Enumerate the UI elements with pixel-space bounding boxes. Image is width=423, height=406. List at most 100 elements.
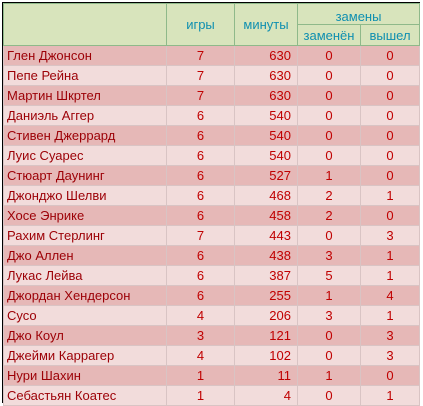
- subbed-off-cell: 0: [297, 345, 361, 366]
- player-name-cell: Джейми Каррагер: [3, 345, 167, 366]
- games-cell: 7: [166, 225, 235, 246]
- subbed-on-cell: 1: [359, 305, 421, 326]
- table-row: Хосе Энрике 6 458 2 0: [3, 205, 421, 226]
- table-row: Стюарт Даунинг 6 527 1 0: [3, 165, 421, 186]
- games-cell: 7: [166, 85, 235, 106]
- subbed-off-cell: 0: [297, 105, 361, 126]
- minutes-cell: 468: [234, 185, 298, 206]
- games-cell: 1: [166, 365, 235, 386]
- player-name-cell: Хосе Энрике: [3, 205, 167, 226]
- table-row: Стивен Джеррард 6 540 0 0: [3, 125, 421, 146]
- games-cell: 1: [166, 385, 235, 406]
- player-name-cell: Джо Аллен: [3, 245, 167, 266]
- header-games: игры: [166, 3, 235, 46]
- subbed-off-cell: 0: [297, 145, 361, 166]
- subbed-off-cell: 0: [297, 325, 361, 346]
- minutes-cell: 540: [234, 105, 298, 126]
- header-substitutions: замены: [296, 3, 421, 25]
- player-name-cell: Стивен Джеррард: [3, 125, 167, 146]
- player-name-cell: Пепе Рейна: [3, 65, 167, 86]
- table-row: Лукас Лейва 6 387 5 1: [3, 265, 421, 286]
- table-row: Мартин Шкртел 7 630 0 0: [3, 85, 421, 106]
- minutes-cell: 255: [234, 285, 298, 306]
- subbed-on-cell: 4: [359, 285, 421, 306]
- subbed-off-cell: 0: [297, 385, 361, 406]
- minutes-cell: 540: [234, 125, 298, 146]
- subbed-on-cell: 0: [359, 105, 421, 126]
- player-name-cell: Сусо: [3, 305, 167, 326]
- games-cell: 6: [166, 265, 235, 286]
- table-row: Рахим Стерлинг 7 443 0 3: [3, 225, 421, 246]
- player-name-cell: Себастьян Коатес: [3, 385, 167, 406]
- subbed-on-cell: 1: [359, 185, 421, 206]
- subbed-on-cell: 0: [359, 205, 421, 226]
- subbed-on-cell: 0: [359, 365, 421, 386]
- player-name-cell: Глен Джонсон: [3, 45, 167, 66]
- subbed-off-cell: 3: [297, 305, 361, 326]
- games-cell: 4: [166, 345, 235, 366]
- minutes-cell: 540: [234, 145, 298, 166]
- games-cell: 6: [166, 205, 235, 226]
- subbed-off-cell: 5: [297, 265, 361, 286]
- table-header: игры минуты замены заменён вышел: [3, 3, 421, 46]
- subbed-on-cell: 0: [359, 125, 421, 146]
- games-cell: 7: [166, 65, 235, 86]
- subbed-off-cell: 1: [297, 365, 361, 386]
- subbed-off-cell: 0: [297, 45, 361, 66]
- table-row: Нури Шахин 1 11 1 0: [3, 365, 421, 386]
- games-cell: 6: [166, 285, 235, 306]
- player-name-cell: Стюарт Даунинг: [3, 165, 167, 186]
- player-name-cell: Джо Коул: [3, 325, 167, 346]
- minutes-cell: 4: [234, 385, 298, 406]
- table-row: Джонджо Шелви 6 468 2 1: [3, 185, 421, 206]
- player-stats-table: игры минуты замены заменён вышел Глен Дж…: [3, 3, 421, 406]
- header-subbed-off: заменён: [297, 24, 361, 46]
- minutes-cell: 11: [234, 365, 298, 386]
- minutes-cell: 121: [234, 325, 298, 346]
- subbed-on-cell: 0: [359, 145, 421, 166]
- subbed-on-cell: 3: [359, 325, 421, 346]
- table-row: Себастьян Коатес 1 4 0 1: [3, 385, 421, 406]
- subbed-off-cell: 0: [297, 225, 361, 246]
- minutes-cell: 458: [234, 205, 298, 226]
- table-row: Джо Коул 3 121 0 3: [3, 325, 421, 346]
- minutes-cell: 630: [234, 65, 298, 86]
- player-name-cell: Джонджо Шелви: [3, 185, 167, 206]
- minutes-cell: 630: [234, 85, 298, 106]
- minutes-cell: 630: [234, 45, 298, 66]
- table-body: Глен Джонсон 7 630 0 0 Пепе Рейна 7 630 0 0 Мартин…: [3, 45, 421, 406]
- table-row: Сусо 4 206 3 1: [3, 305, 421, 326]
- subbed-on-cell: 3: [359, 345, 421, 366]
- subbed-on-cell: 0: [359, 45, 421, 66]
- table-row: Джо Аллен 6 438 3 1: [3, 245, 421, 266]
- subbed-on-cell: 1: [359, 245, 421, 266]
- games-cell: 7: [166, 45, 235, 66]
- minutes-cell: 443: [234, 225, 298, 246]
- minutes-cell: 527: [234, 165, 298, 186]
- header-minutes: минуты: [234, 3, 298, 46]
- games-cell: 6: [166, 185, 235, 206]
- table-row: Джейми Каррагер 4 102 0 3: [3, 345, 421, 366]
- subbed-off-cell: 2: [297, 205, 361, 226]
- table-row: Даниэль Аггер 6 540 0 0: [3, 105, 421, 126]
- subbed-on-cell: 0: [359, 65, 421, 86]
- minutes-cell: 102: [234, 345, 298, 366]
- subbed-on-cell: 3: [359, 225, 421, 246]
- games-cell: 4: [166, 305, 235, 326]
- games-cell: 6: [166, 105, 235, 126]
- subbed-off-cell: 1: [297, 165, 361, 186]
- player-name-cell: Рахим Стерлинг: [3, 225, 167, 246]
- player-name-cell: Джордан Хендерсон: [3, 285, 167, 306]
- subbed-off-cell: 0: [297, 65, 361, 86]
- subbed-off-cell: 0: [297, 125, 361, 146]
- player-name-cell: Луис Суарес: [3, 145, 167, 166]
- player-name-cell: Нури Шахин: [3, 365, 167, 386]
- subbed-on-cell: 0: [359, 165, 421, 186]
- header-subbed-on: вышел: [359, 24, 421, 46]
- table-row: Луис Суарес 6 540 0 0: [3, 145, 421, 166]
- player-name-cell: Даниэль Аггер: [3, 105, 167, 126]
- table-row: Глен Джонсон 7 630 0 0: [3, 45, 421, 66]
- subbed-off-cell: 0: [297, 85, 361, 106]
- header-blank-cell: [3, 3, 167, 46]
